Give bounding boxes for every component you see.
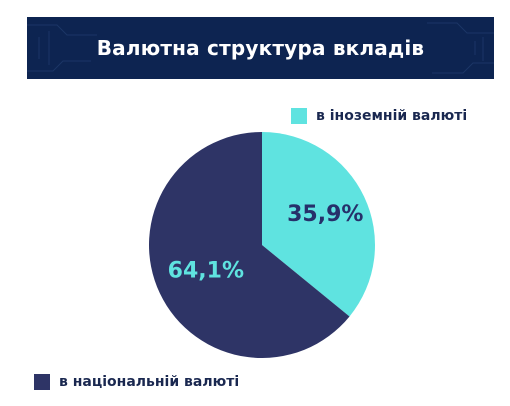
title-banner: Валютна структура вкладів <box>27 17 494 79</box>
pie-label-national: 64,1% <box>168 259 244 284</box>
legend-item-national: в національній валюті <box>34 374 239 390</box>
legend-item-foreign: в іноземній валюті <box>291 108 467 124</box>
legend-swatch-foreign <box>291 108 307 124</box>
pie-label-foreign: 35,9% <box>287 202 363 227</box>
pie-slice-foreign <box>262 132 376 317</box>
legend-swatch-national <box>34 374 50 390</box>
chart-title: Валютна структура вкладів <box>96 36 425 60</box>
legend-label-foreign: в іноземній валюті <box>316 108 468 124</box>
legend-label-national: в національній валюті <box>59 374 240 390</box>
pie-slice-national <box>149 132 350 358</box>
banner-pattern <box>27 22 494 74</box>
